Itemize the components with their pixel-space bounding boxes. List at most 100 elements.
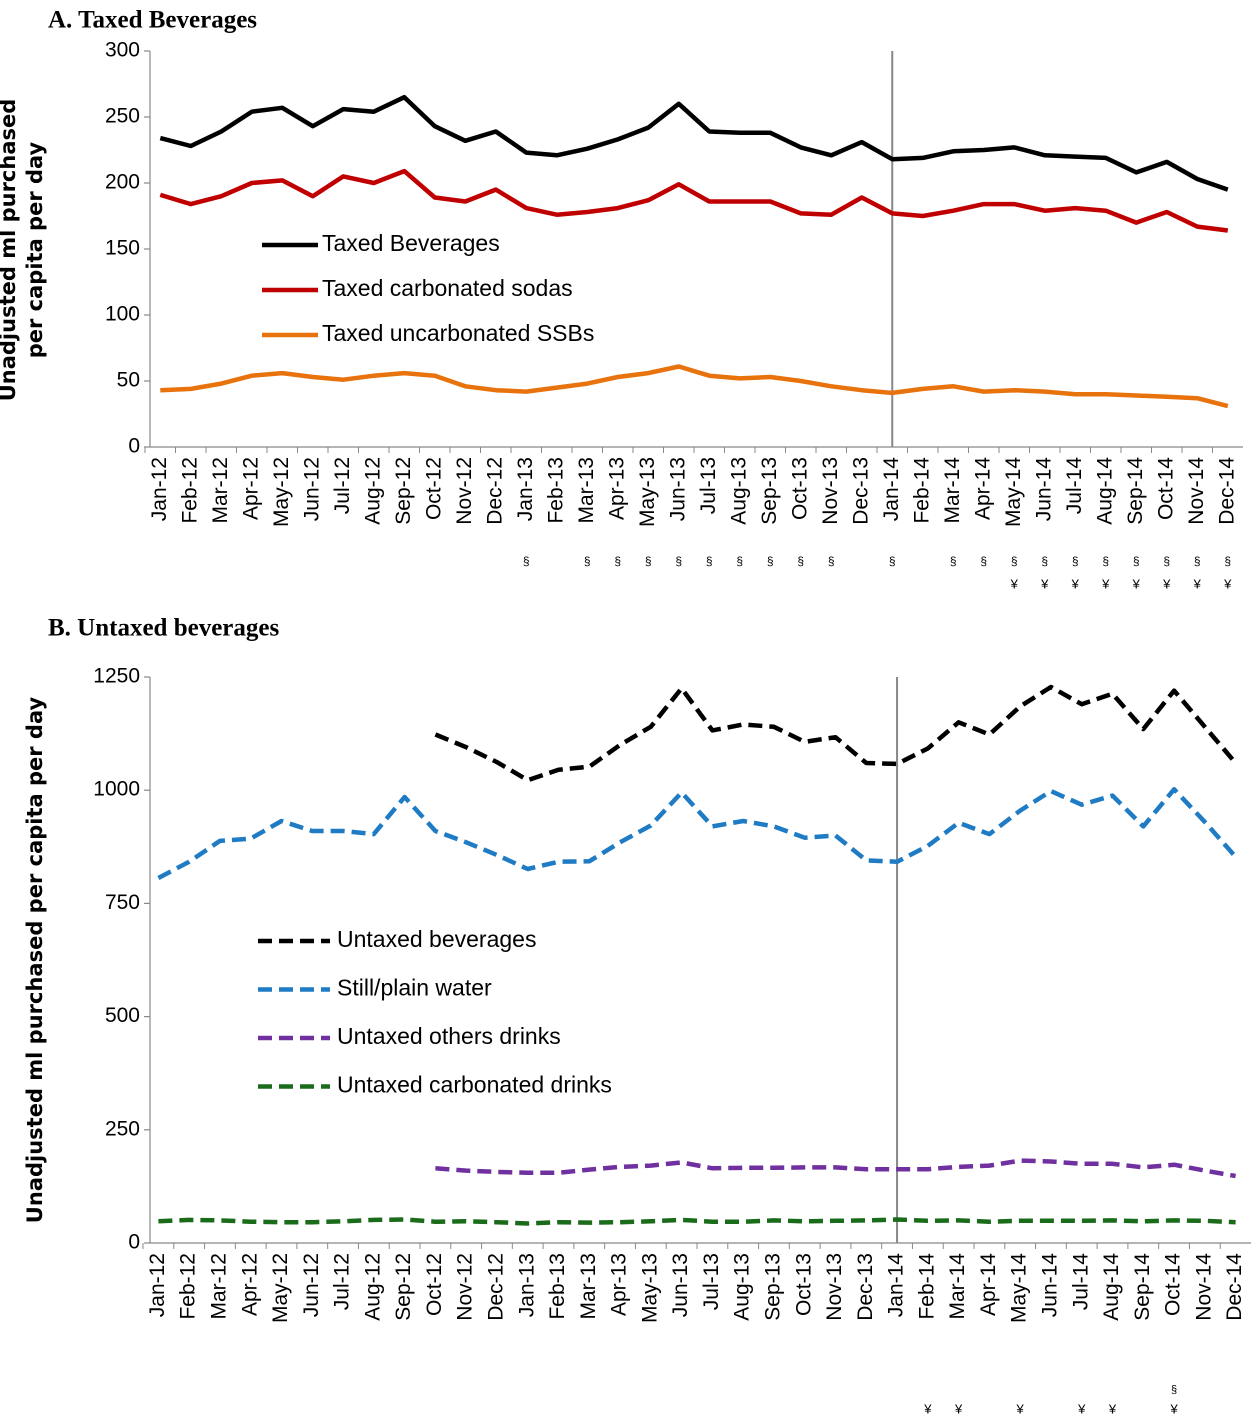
x-tick-label: Sep-13 (761, 1253, 784, 1321)
x-tick-label: Aug-13 (731, 1253, 754, 1321)
footnote-mark: ¥ (1077, 1401, 1086, 1416)
footnote-mark: § (584, 554, 591, 568)
x-tick-label: Oct-14 (1162, 1253, 1185, 1316)
x-tick-label: Sep-12 (392, 457, 415, 525)
x-tick-label: Apr-14 (977, 1253, 1000, 1316)
x-tick-label: Jun-14 (1038, 1253, 1061, 1318)
footnote-mark: § (980, 554, 987, 568)
x-tick-label: Mar-12 (207, 1253, 230, 1320)
footnote-mark: ¥ (1169, 1401, 1178, 1416)
footnote-mark: ¥ (1223, 576, 1232, 591)
x-tick-label: Nov-12 (454, 1253, 477, 1321)
y-tick-label: 50 (117, 369, 140, 392)
footnote-mark: ¥ (1040, 576, 1049, 591)
y-tick-label: 250 (105, 1117, 140, 1140)
footnote-mark: ¥ (1101, 576, 1110, 591)
x-tick-label: Jul-13 (700, 1253, 723, 1310)
x-tick-label: Sep-14 (1124, 457, 1147, 525)
x-tick-label: Mar-12 (209, 457, 232, 524)
x-tick-label: Mar-13 (575, 457, 598, 524)
footnote-mark: ¥ (1108, 1401, 1117, 1416)
y-axis-label: Unadjusted ml purchased per capita per d… (22, 696, 47, 1224)
series-line (159, 94, 1229, 192)
legend-label: Taxed uncarbonated SSBs (322, 320, 594, 346)
x-tick-label: Aug-14 (1093, 457, 1116, 525)
x-tick-label: Aug-13 (727, 457, 750, 525)
x-tick-label: Feb-14 (910, 457, 933, 524)
footnote-mark: § (767, 554, 774, 568)
x-tick-label: Apr-12 (239, 457, 262, 520)
y-tick-label: 200 (105, 171, 140, 194)
footnote-mark: § (1011, 554, 1018, 568)
footnote-mark: § (675, 554, 682, 568)
chart-title: B. Untaxed beverages (48, 615, 279, 642)
y-axis-label: Unadjusted ml purchased per capita per d… (0, 98, 47, 402)
x-tick-label: Jun-13 (669, 1253, 692, 1317)
x-tick-label: Dec-14 (1223, 1253, 1246, 1321)
footnote-mark: § (1133, 554, 1140, 568)
x-tick-label: Sep-14 (1131, 1253, 1154, 1321)
x-tick-label: Jul-14 (1069, 1253, 1092, 1311)
x-tick-label: Nov-14 (1192, 1253, 1215, 1321)
x-tick-label: Jul-12 (331, 457, 354, 514)
x-tick-label: Jul-13 (697, 457, 720, 514)
footnote-mark: ¥ (1132, 576, 1141, 591)
x-tick-label: Oct-14 (1154, 457, 1177, 520)
x-tick-label: Sep-12 (392, 1253, 415, 1321)
y-tick-label: 0 (128, 435, 140, 458)
x-tick-label: May-14 (1002, 457, 1025, 527)
y-tick-label: 500 (105, 1004, 140, 1027)
x-tick-label: Dec-14 (1215, 457, 1238, 525)
y-tick-label: 1000 (93, 778, 140, 801)
footnote-mark: § (1163, 554, 1170, 568)
footnote-mark: § (1102, 554, 1109, 568)
footnote-mark: § (1171, 1384, 1177, 1396)
x-tick-label: Jan-12 (148, 457, 171, 521)
x-tick-label: Aug-14 (1100, 1253, 1123, 1321)
series-line (157, 787, 1238, 880)
x-tick-label: Oct-13 (792, 1253, 815, 1316)
x-tick-label: Nov-12 (453, 457, 476, 525)
x-tick-label: May-13 (636, 457, 659, 527)
x-tick-label: Jan-14 (885, 1253, 908, 1318)
y-tick-label: 0 (128, 1231, 140, 1254)
x-tick-label: Apr-13 (605, 457, 628, 520)
x-tick-label: Nov-13 (819, 457, 842, 525)
series-line (158, 1217, 1236, 1226)
x-tick-label: Apr-13 (608, 1253, 631, 1316)
series-line (159, 168, 1229, 233)
footnote-mark: § (736, 554, 743, 568)
x-tick-label: Nov-14 (1185, 457, 1208, 525)
x-tick-label: Mar-14 (941, 457, 964, 524)
x-tick-label: Apr-12 (238, 1253, 261, 1316)
series-line (435, 1158, 1236, 1179)
x-tick-label: Feb-12 (178, 457, 201, 524)
x-tick-label: Jul-12 (331, 1253, 354, 1310)
x-tick-label: Jan-12 (146, 1253, 169, 1317)
x-tick-label: Jul-14 (1063, 457, 1086, 515)
footnote-mark: § (706, 554, 713, 568)
x-tick-label: Aug-12 (361, 1253, 384, 1321)
x-tick-label: Jun-13 (666, 457, 689, 521)
x-tick-label: May-14 (1008, 1253, 1031, 1323)
footnote-mark: ¥ (1162, 576, 1171, 591)
series-line (434, 684, 1238, 783)
x-tick-label: Aug-12 (361, 457, 384, 525)
legend-label: Untaxed carbonated drinks (337, 1072, 612, 1098)
footnote-mark: § (889, 554, 896, 568)
x-tick-label: Jun-12 (300, 1253, 323, 1317)
series-line (160, 364, 1229, 409)
footnote-mark: § (1194, 554, 1201, 568)
legend-label: Taxed Beverages (322, 230, 500, 256)
x-tick-label: May-12 (270, 457, 293, 527)
x-tick-label: Dec-12 (484, 1253, 507, 1321)
x-tick-label: Jun-14 (1032, 457, 1055, 522)
footnote-mark: § (828, 554, 835, 568)
y-tick-label: 300 (105, 39, 140, 62)
footnote-mark: § (645, 554, 652, 568)
legend-label: Still/plain water (337, 975, 492, 1001)
footnote-mark: ¥ (1193, 576, 1202, 591)
x-tick-label: May-13 (638, 1253, 661, 1323)
